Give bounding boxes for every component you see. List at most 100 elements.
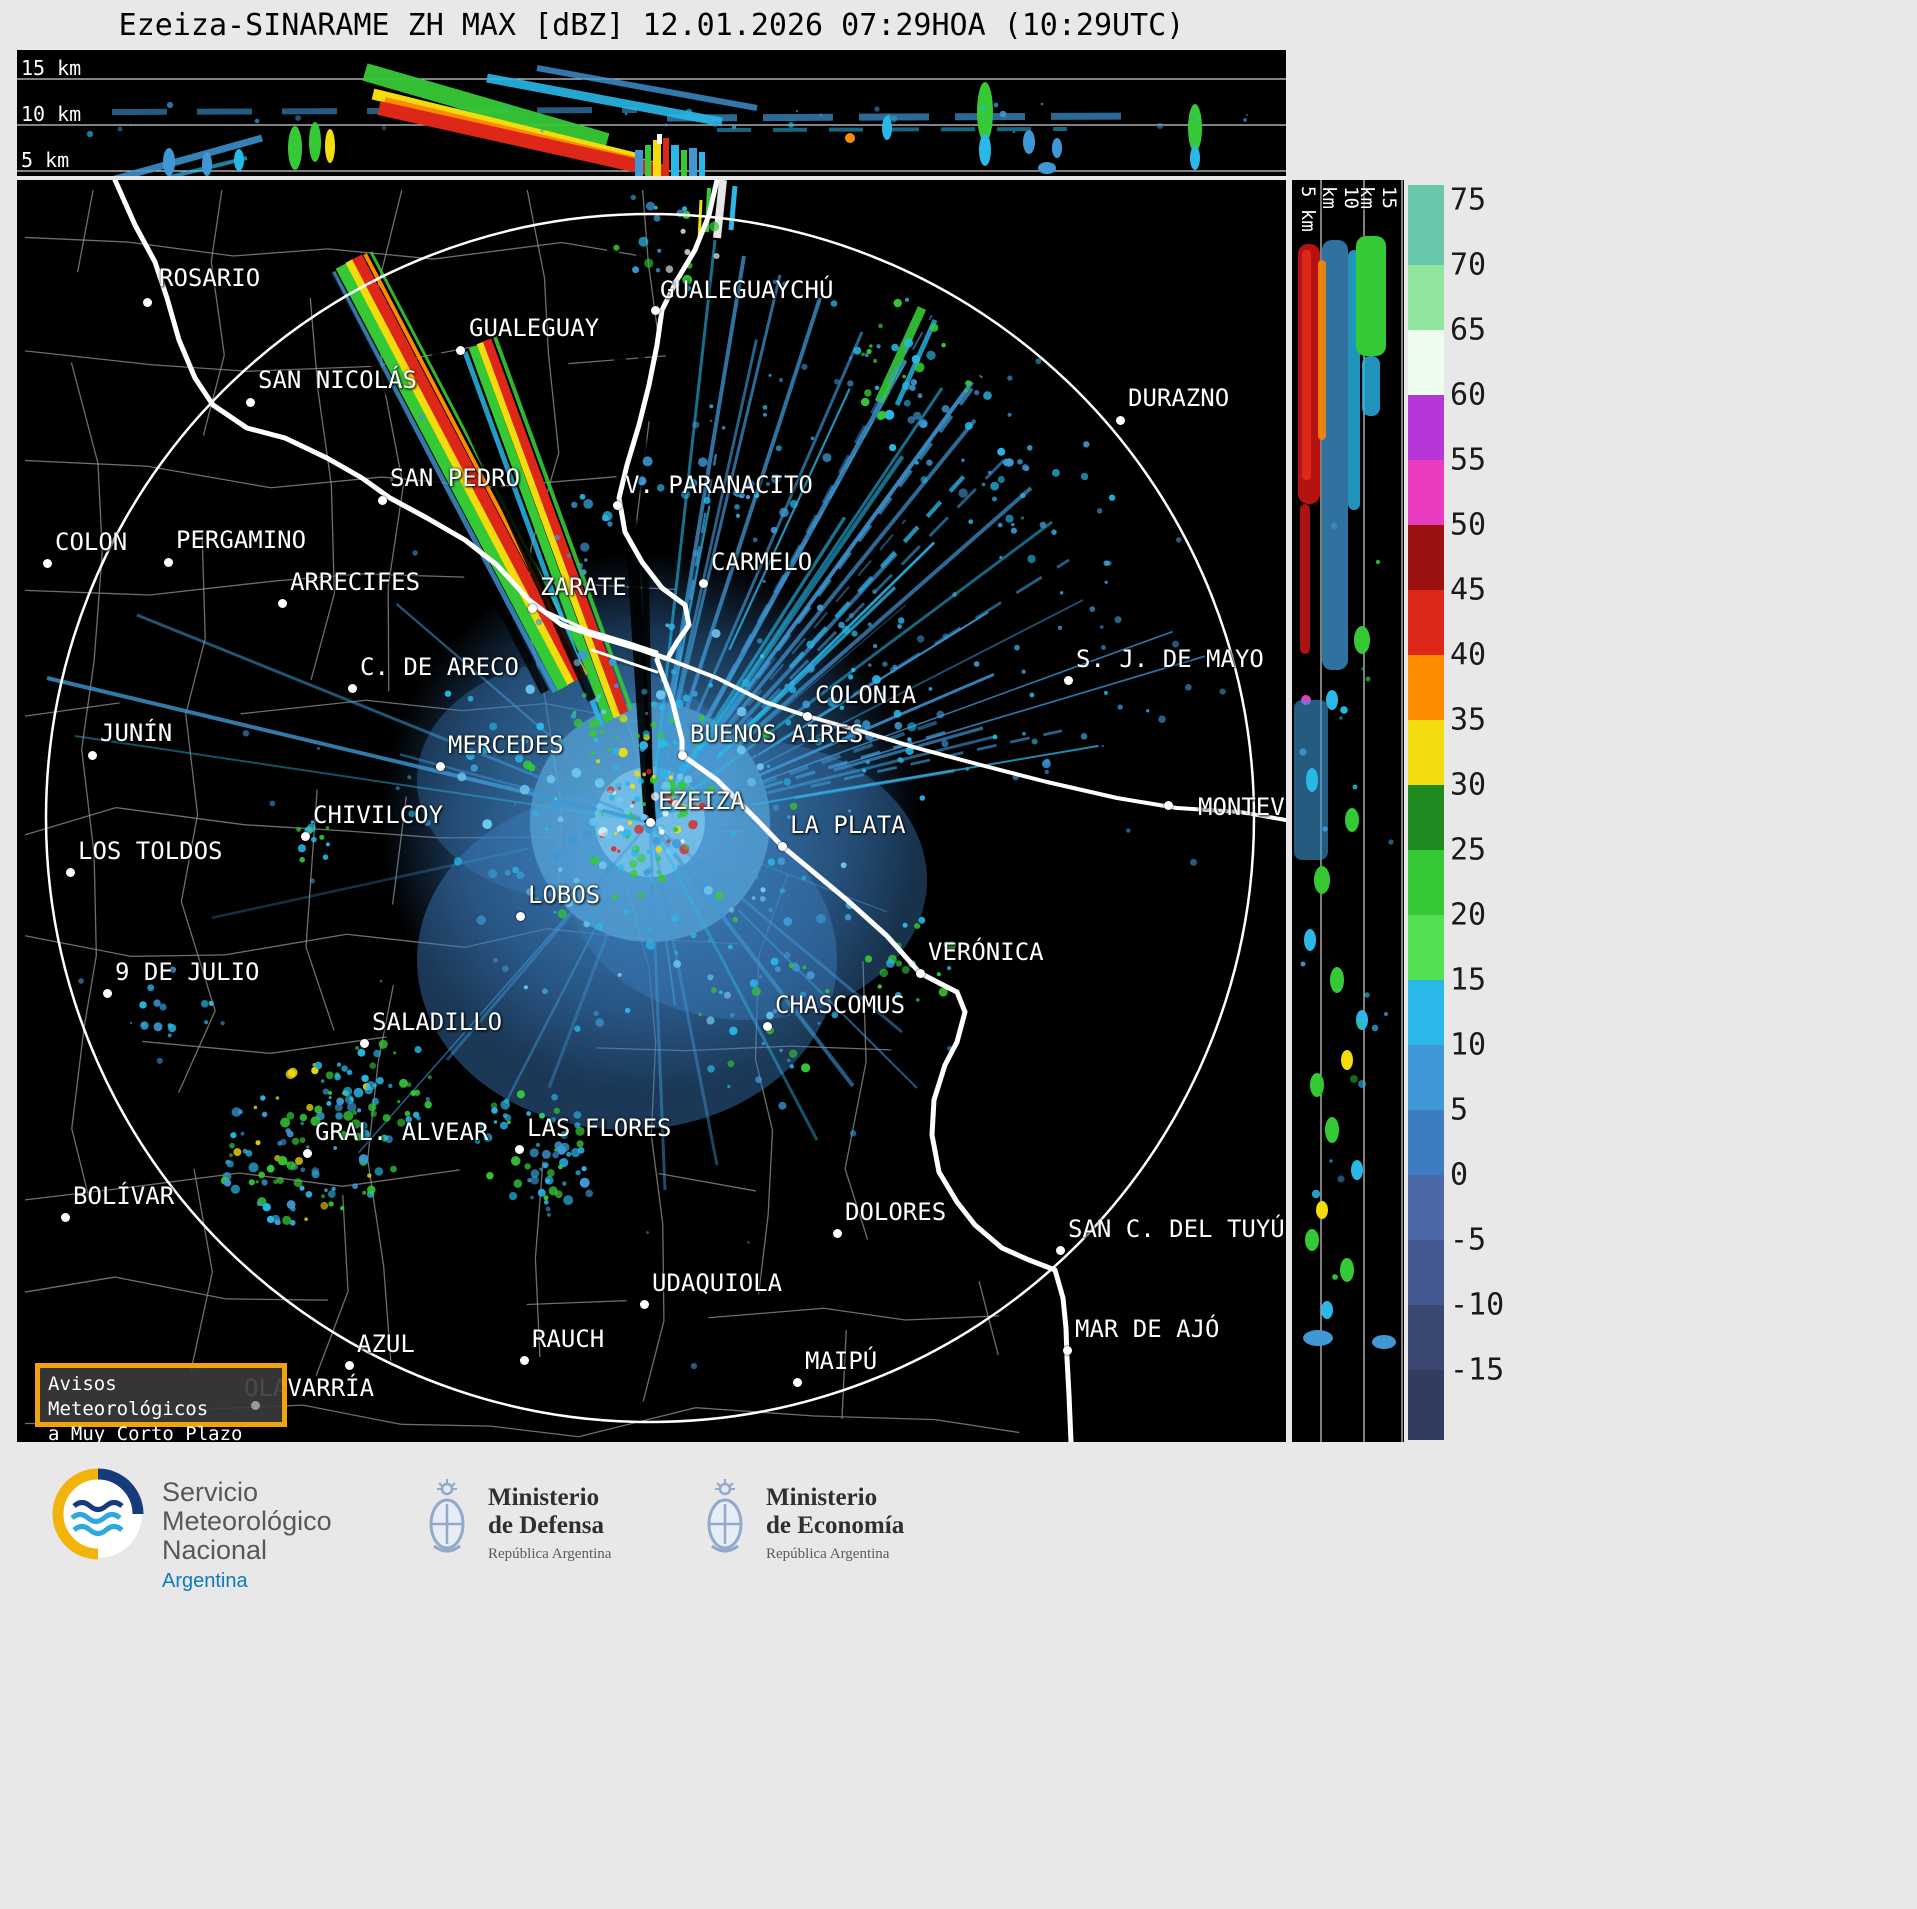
- altitude-label-right-5km: 5 km: [1297, 186, 1319, 232]
- city-label-carmelo: CARMELO: [711, 548, 813, 576]
- colorbar-band: [1408, 395, 1444, 460]
- city-label-la-plata: LA PLATA: [790, 811, 906, 839]
- altitude-label-15km: 15 km: [21, 56, 82, 80]
- city-marker-san-nicol-s: [245, 397, 255, 407]
- footer: Servicio Meteorológico Nacional Argentin…: [0, 1442, 1917, 1909]
- city-label-maip-: MAIPÚ: [805, 1347, 878, 1375]
- colorbar-band: [1408, 1045, 1444, 1110]
- radial-rays: [46, 180, 1084, 1191]
- right-echoes: [1294, 236, 1396, 1349]
- colorbar-band: [1408, 1305, 1444, 1370]
- colorbar-tick-0: 0: [1450, 1157, 1469, 1193]
- city-label-mercedes: MERCEDES: [448, 731, 564, 759]
- city-label-dolores: DOLORES: [845, 1198, 947, 1226]
- colorbar-band: [1408, 720, 1444, 785]
- colorbar-band: [1408, 1110, 1444, 1175]
- colorbar-tick-50: 50: [1450, 507, 1487, 543]
- city-label-chivilcoy: CHIVILCOY: [313, 801, 444, 829]
- city-marker-azul: [344, 1360, 354, 1370]
- city-label-buenos-aires: BUENOS AIRES: [690, 720, 864, 748]
- colorbar-tick-55: 55: [1450, 442, 1487, 478]
- economia-sub: República Argentina: [766, 1546, 890, 1562]
- city-marker-dolores: [832, 1228, 842, 1238]
- range-ring: [44, 212, 1256, 1424]
- city-marker-las-flores: [514, 1144, 524, 1154]
- city-marker-rosario: [142, 297, 152, 307]
- city-label-rosario: ROSARIO: [159, 264, 261, 292]
- city-label-udaquiola: UDAQUIOLA: [652, 1269, 783, 1297]
- colorbar-band: [1408, 185, 1444, 200]
- city-marker-lobos: [515, 911, 525, 921]
- radar-map: ROSARIO GUALEGUAYCHÚ GUALEGUAY SAN NICOLÁS D…: [17, 180, 1286, 1442]
- city-label-c-de-areco: C. DE ARECO: [360, 653, 519, 681]
- city-label-ver-nica: VERÓNICA: [928, 938, 1044, 966]
- colorbar-tick--5: -5: [1450, 1222, 1487, 1258]
- smn-country: Argentina: [162, 1570, 248, 1592]
- colorbar-band: [1408, 850, 1444, 915]
- city-marker-gualeguay: [455, 345, 465, 355]
- city-marker-gualeguaych-: [650, 305, 660, 315]
- altitude-label-10km: 10 km: [21, 102, 82, 126]
- smn-logo-group: Servicio Meteorológico Nacional Argentin…: [52, 1468, 332, 1593]
- city-marker-mercedes: [435, 761, 445, 771]
- city-marker-chivilcoy: [300, 831, 310, 841]
- right-speckles: [1299, 523, 1394, 1280]
- altitude-label-right-15km: 15 km: [1356, 186, 1400, 209]
- city-marker-colonia: [802, 711, 812, 721]
- city-label-san-pedro: SAN PEDRO: [390, 464, 521, 492]
- city-label-bol-var: BOLÍVAR: [73, 1182, 175, 1210]
- smn-name-line1: Servicio: [162, 1477, 259, 1507]
- colorbar-ticks: 75 70 65 60 55 50 45 40 35 30 25 20 15 10 5 0 -5 -10 -15: [1450, 183, 1530, 1440]
- city-marker-jun-n: [87, 750, 97, 760]
- colorbar-band: [1408, 525, 1444, 590]
- city-marker-c-de-areco: [347, 683, 357, 693]
- city-label-gualeguaych-: GUALEGUAYCHÚ: [660, 276, 834, 304]
- avisos-line2: a Muy Corto Plazo: [48, 1423, 243, 1442]
- colorbar-tick--10: -10: [1450, 1287, 1505, 1323]
- radar-map-plot: [17, 180, 1286, 1442]
- colorbar-band: [1408, 265, 1444, 330]
- top-speckles: [86, 101, 1249, 138]
- colorbar-band: [1408, 330, 1444, 395]
- city-marker-ezeiza: [645, 817, 655, 827]
- economia-name-line2: de Economía: [766, 1512, 905, 1539]
- smn-name-line2: Meteorológico: [162, 1506, 332, 1536]
- colorbar-tick-40: 40: [1450, 637, 1487, 673]
- colorbar-band: [1408, 1175, 1444, 1240]
- city-label-azul: AZUL: [357, 1330, 415, 1358]
- cross-section-top-plot: [17, 50, 1286, 176]
- cross-section-right: 5 km 10 km 15 km: [1292, 180, 1404, 1442]
- colorbar-tick-70: 70: [1450, 247, 1487, 283]
- colorbar-tick-65: 65: [1450, 312, 1487, 348]
- city-label-arrecifes: ARRECIFES: [290, 568, 421, 596]
- city-marker-montevideo: [1163, 800, 1173, 810]
- city-label-ezeiza: EZEIZA: [658, 787, 745, 815]
- colorbar-band: [1408, 1240, 1444, 1305]
- colorbar-tick-45: 45: [1450, 572, 1487, 608]
- city-marker-san-c-del-tuy-: [1055, 1245, 1065, 1255]
- avisos-box[interactable]: Avisos Meteorológicos a Muy Corto Plazo: [35, 1363, 287, 1442]
- product-title: Ezeiza-SINARAME ZH MAX [dBZ] 12.01.2026 …: [118, 8, 1185, 43]
- city-marker-mar-de-aj-: [1062, 1345, 1072, 1355]
- city-label-los-toldos: LOS TOLDOS: [78, 837, 223, 865]
- city-marker-san-pedro: [377, 495, 387, 505]
- city-marker-9-de-julio: [102, 988, 112, 998]
- city-marker-zarate: [527, 603, 537, 613]
- colorbar-band: [1408, 1370, 1444, 1440]
- avisos-line1: Avisos Meteorológicos: [48, 1373, 209, 1420]
- city-marker-s-j-de-mayo: [1063, 675, 1073, 685]
- city-label-gualeguay: GUALEGUAY: [469, 314, 600, 342]
- city-label-san-c-del-tuy-: SAN C. DEL TUYÚ: [1068, 1215, 1285, 1243]
- defensa-name-line2: de Defensa: [488, 1512, 604, 1539]
- colorbar-tick-30: 30: [1450, 767, 1487, 803]
- city-marker-rauch: [519, 1355, 529, 1365]
- economia-logo-group: Ministerio de Economía República Argenti…: [702, 1476, 904, 1563]
- city-marker-durazno: [1115, 415, 1125, 425]
- echo-speckles: [78, 194, 1226, 1370]
- rivers-coastlines: [112, 180, 1286, 1442]
- city-label-jun-n: JUNÍN: [100, 719, 173, 747]
- colorbar-band: [1408, 590, 1444, 655]
- defensa-logo-group: Ministerio de Defensa República Argentin…: [424, 1476, 611, 1563]
- colorbar-tick-35: 35: [1450, 702, 1487, 738]
